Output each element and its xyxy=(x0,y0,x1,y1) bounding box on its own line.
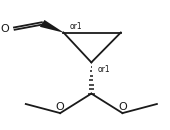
Text: O: O xyxy=(1,24,9,34)
Text: or1: or1 xyxy=(98,65,110,74)
Polygon shape xyxy=(40,20,64,33)
Text: or1: or1 xyxy=(70,22,83,31)
Text: O: O xyxy=(56,102,65,112)
Text: O: O xyxy=(118,102,127,112)
